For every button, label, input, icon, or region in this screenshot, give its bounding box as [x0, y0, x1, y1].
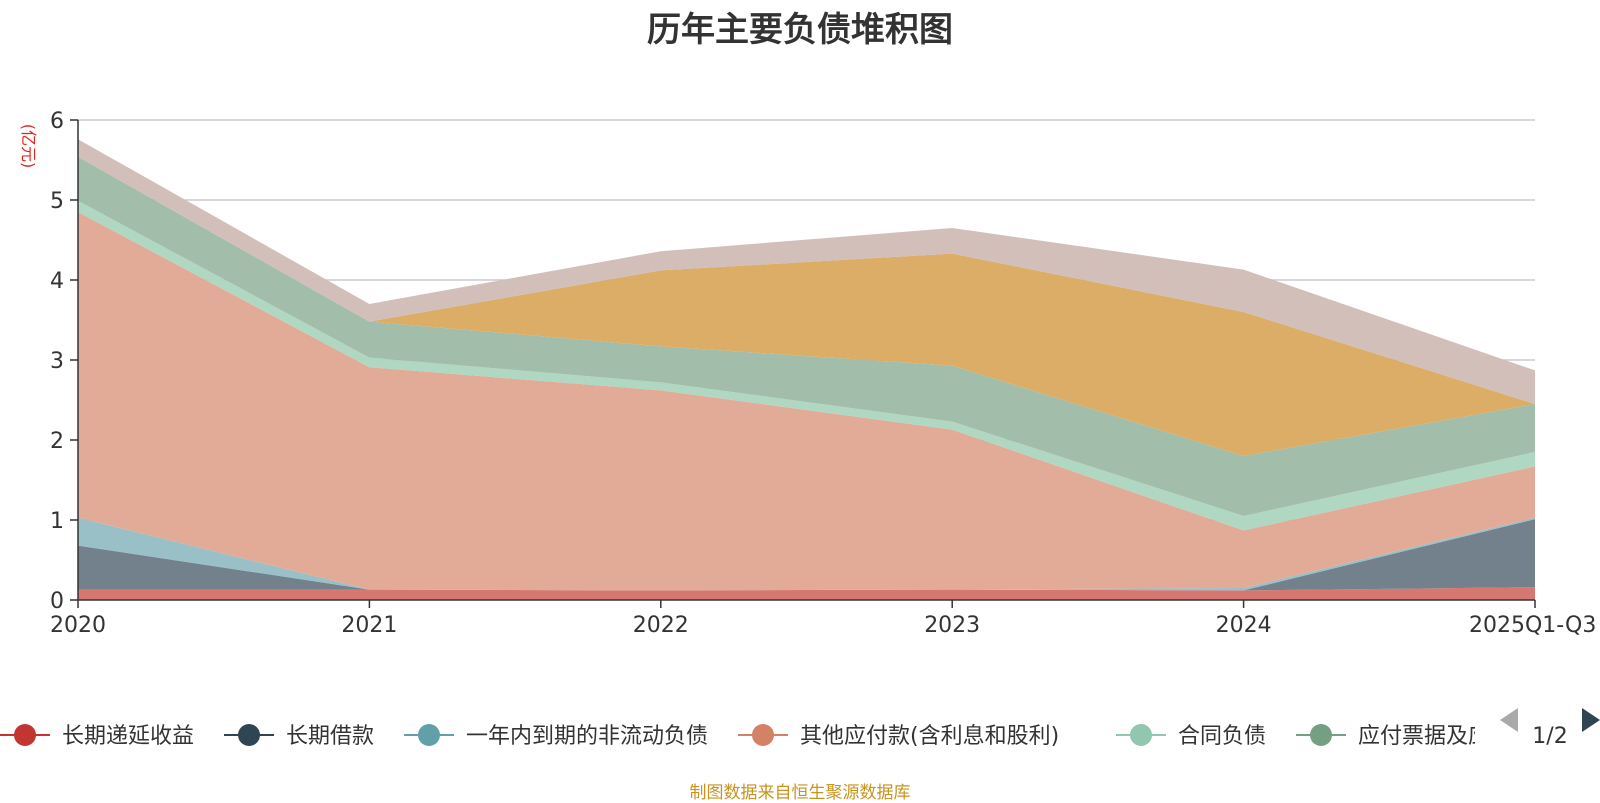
legend: 长期递延收益 长期借款 一年内到期的非流动负债 其他应付款(含利息和股利) 合同负债 应付… [0, 705, 1600, 765]
legend-marker [238, 724, 260, 746]
legend-label: 其他应付款(含利息和股利) [800, 724, 1059, 749]
legend-page-indicator: 1/2 [1532, 724, 1567, 749]
legend-item: 合同负债 [1116, 724, 1266, 749]
source-note: 制图数据来自恒生聚源数据库 [689, 783, 911, 803]
y-tick-label: 5 [50, 189, 64, 214]
x-tick-label: 2025Q1-Q3 [1469, 613, 1596, 638]
legend-label: 长期递延收益 [62, 724, 194, 749]
series-area-5 [78, 156, 1535, 517]
x-tick-label: 2023 [924, 613, 980, 638]
legend-marker [418, 724, 440, 746]
legend-label: 长期借款 [286, 724, 374, 749]
series-area-1 [78, 519, 1535, 591]
series-area-3 [78, 212, 1535, 591]
legend-marker [14, 724, 36, 746]
legend-mask [1475, 705, 1600, 765]
stacked-areas [78, 139, 1535, 600]
series-area-4 [78, 200, 1535, 531]
legend-item: 长期借款 [224, 724, 374, 749]
y-axis-label: (亿元) [19, 124, 38, 169]
y-tick-label: 0 [50, 589, 64, 614]
y-tick-label: 1 [50, 509, 64, 534]
legend-label: 合同负债 [1178, 724, 1266, 749]
series-area-6 [78, 156, 1535, 457]
legend-label: 一年内到期的非流动负债 [466, 724, 708, 749]
series-area-7 [78, 139, 1535, 404]
y-tick-label: 4 [50, 269, 64, 294]
axes: 0 1 2 3 4 5 6 2020 2021 2022 2023 2024 2025Q1-Q3 (亿元) [19, 109, 1596, 638]
y-tick-label: 6 [50, 109, 64, 134]
series-area-0 [78, 587, 1535, 600]
chart-title: 历年主要负债堆积图 [647, 10, 953, 50]
legend-item: 一年内到期的非流动负债 [404, 724, 708, 749]
y-tick-label: 3 [50, 349, 64, 374]
x-tick-label: 2020 [50, 613, 106, 638]
x-tick-label: 2021 [341, 613, 397, 638]
legend-marker [1130, 724, 1152, 746]
legend-item: 其他应付款(含利息和股利) [738, 724, 1059, 749]
y-tick-label: 2 [50, 429, 64, 454]
legend-prev-icon [1500, 708, 1518, 732]
legend-item: 长期递延收益 [0, 724, 194, 749]
legend-marker [1310, 724, 1332, 746]
legend-next-icon [1582, 708, 1600, 732]
legend-marker [752, 724, 774, 746]
x-tick-label: 2022 [633, 613, 689, 638]
x-tick-label: 2024 [1216, 613, 1272, 638]
